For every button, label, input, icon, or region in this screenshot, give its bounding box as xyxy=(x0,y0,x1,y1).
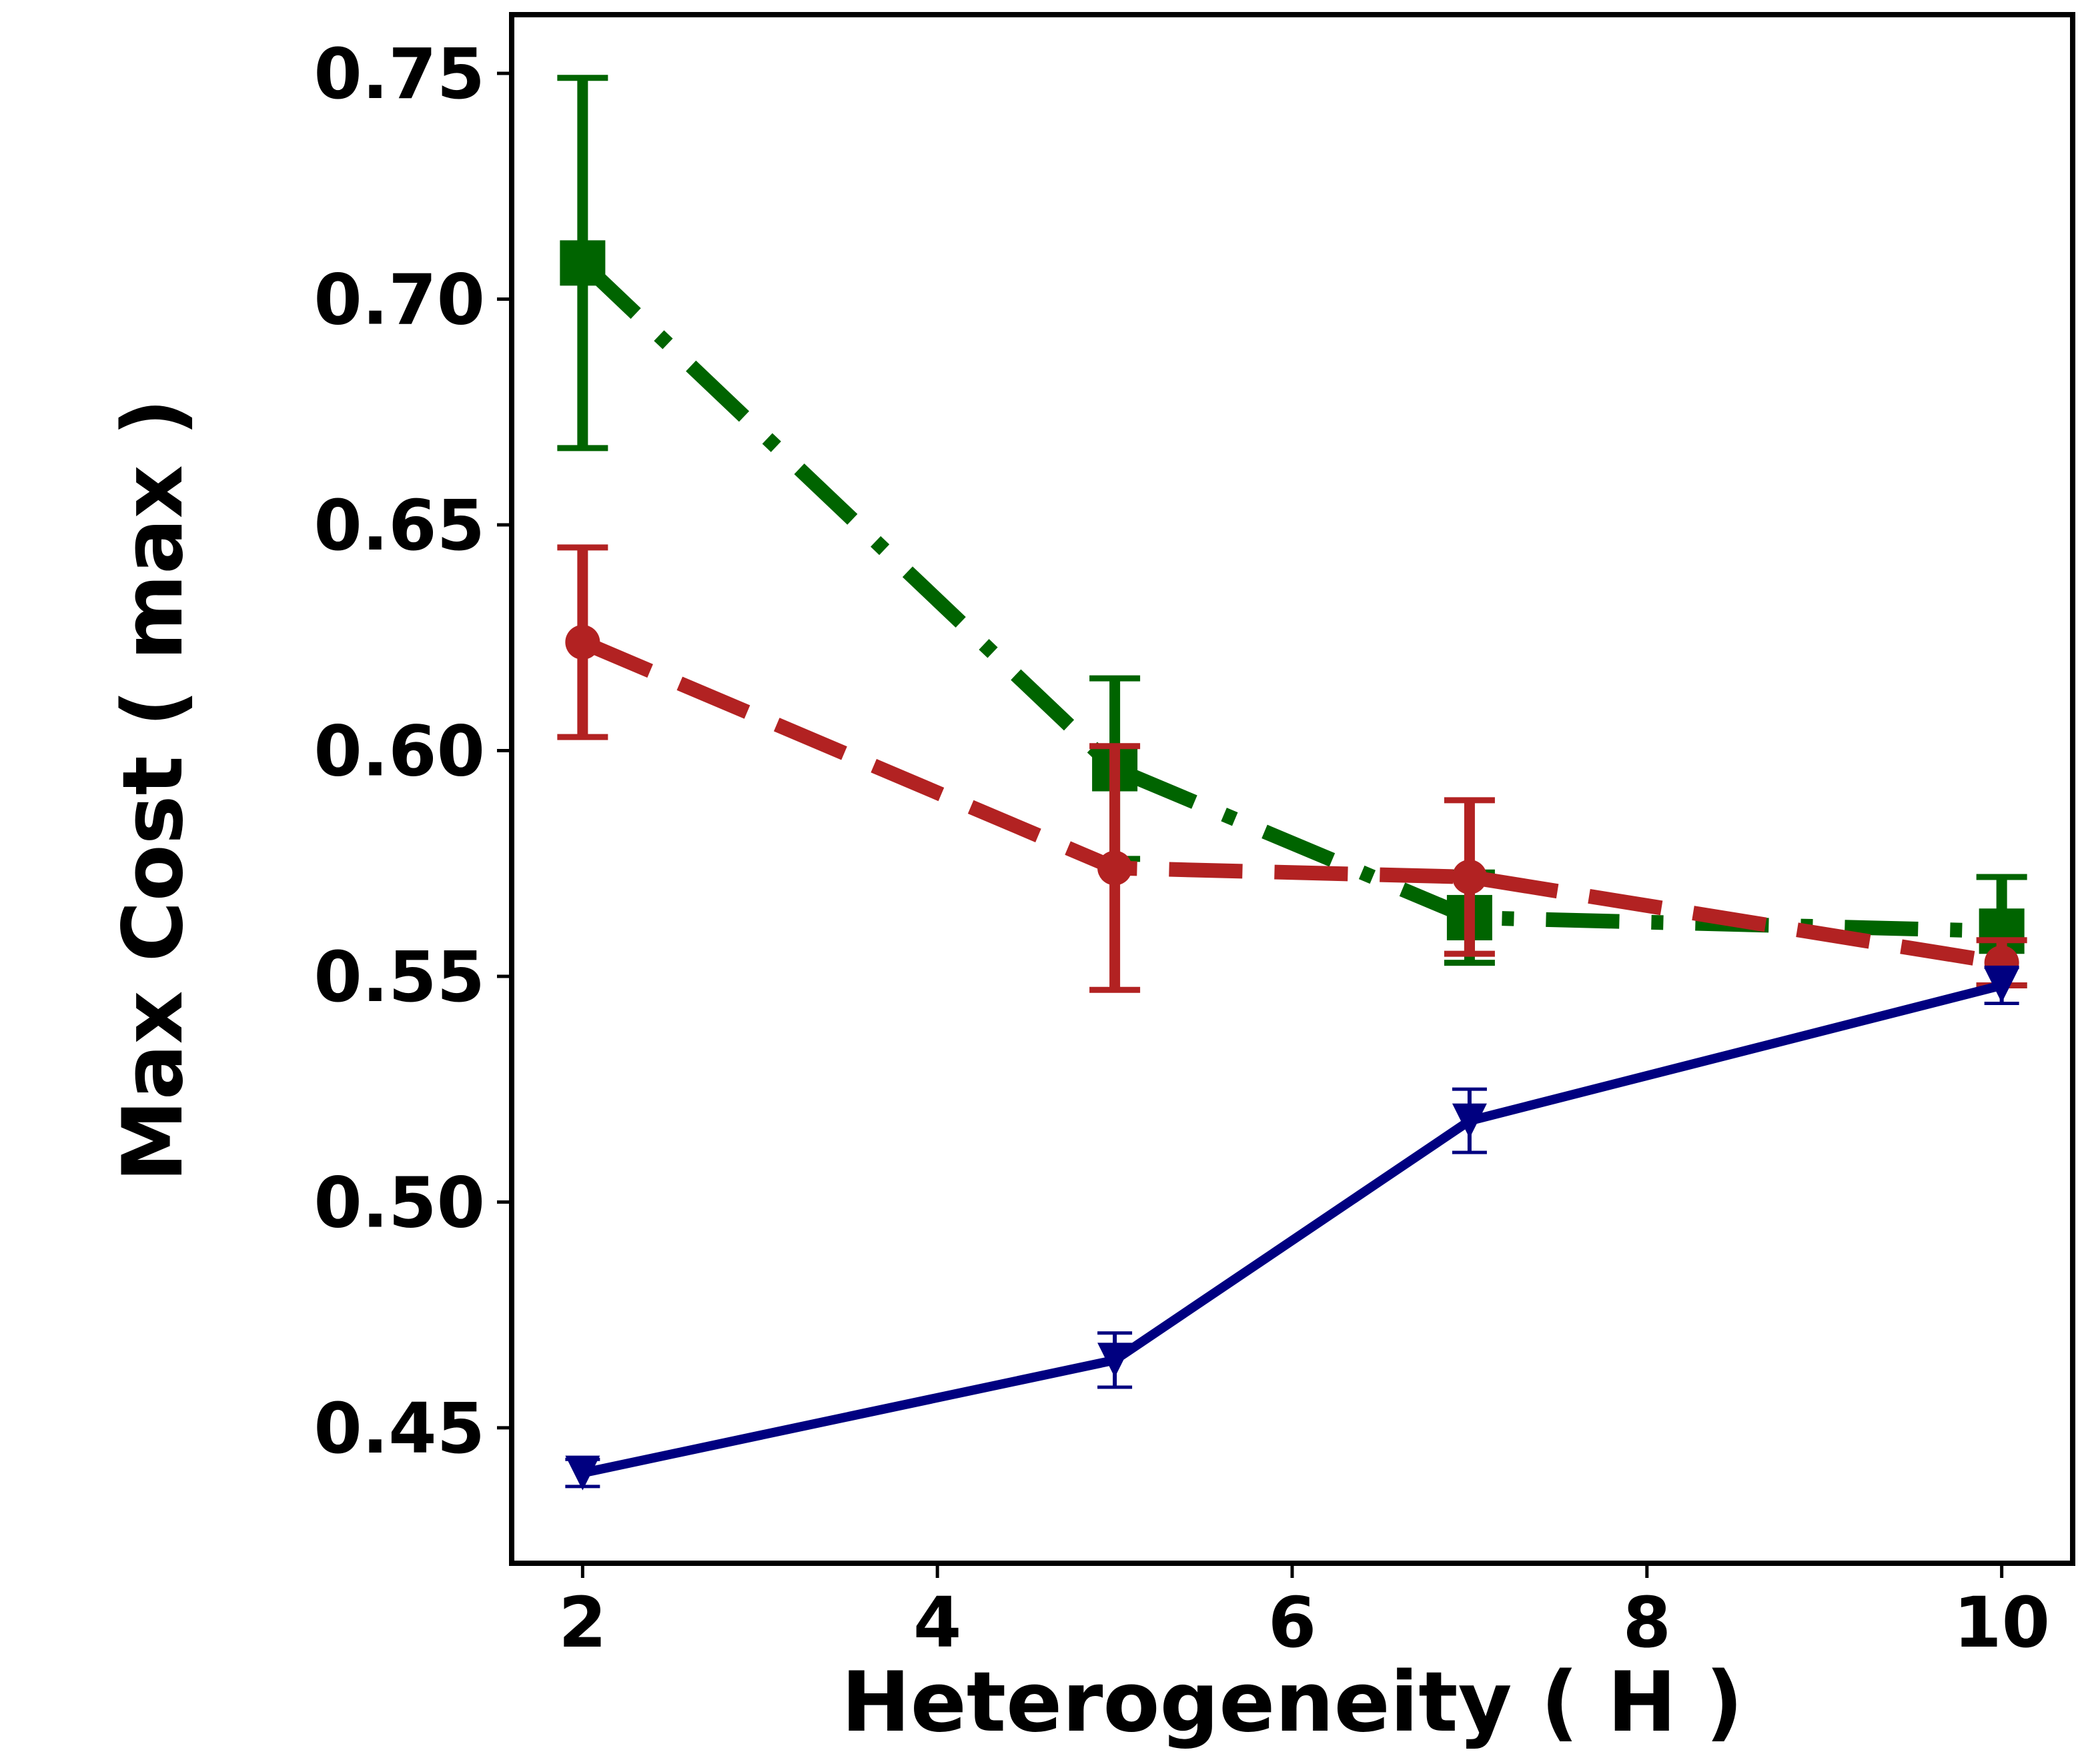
series-line xyxy=(581,980,2003,1478)
series-line xyxy=(580,635,2003,970)
y-tick-label: 0.75 xyxy=(314,33,485,115)
y-tick-label: 0.60 xyxy=(314,710,485,792)
x-tick-label: 8 xyxy=(1623,1582,1671,1663)
data-point-triangle xyxy=(1984,968,2019,1003)
data-point-circle xyxy=(565,624,600,660)
data-point-triangle xyxy=(565,1455,600,1491)
y-axis-title: Max Cost ( max ) xyxy=(105,398,201,1182)
series-layer xyxy=(557,75,2027,1491)
data-point-triangle xyxy=(1097,1343,1133,1378)
data-point-circle xyxy=(1097,850,1133,886)
plot-frame xyxy=(509,12,2075,1566)
series-green-dashdot xyxy=(557,75,2027,988)
tick-layer: 2 4 6 8 10 0.45 0.50 0.55 0.60 0.65 0.70 0.75 xyxy=(314,33,2050,1663)
series-line xyxy=(577,257,2002,939)
x-axis-title: Heterogeneity ( H ) xyxy=(841,1655,1743,1751)
y-tick-label: 0.50 xyxy=(314,1162,485,1243)
x-tick-label: 2 xyxy=(558,1582,606,1663)
data-point-square xyxy=(560,240,606,286)
series-navy-solid xyxy=(565,965,2019,1491)
y-tick-label: 0.70 xyxy=(314,259,485,340)
data-point-triangle xyxy=(1452,1103,1487,1138)
x-tick-label: 10 xyxy=(1953,1582,2050,1663)
y-tick-label: 0.45 xyxy=(314,1388,485,1469)
x-tick-label: 4 xyxy=(913,1582,961,1663)
y-tick-label: 0.55 xyxy=(314,936,485,1018)
y-tick-label: 0.65 xyxy=(314,485,485,566)
x-tick-label: 6 xyxy=(1268,1582,1316,1663)
data-point-circle xyxy=(1452,860,1487,895)
